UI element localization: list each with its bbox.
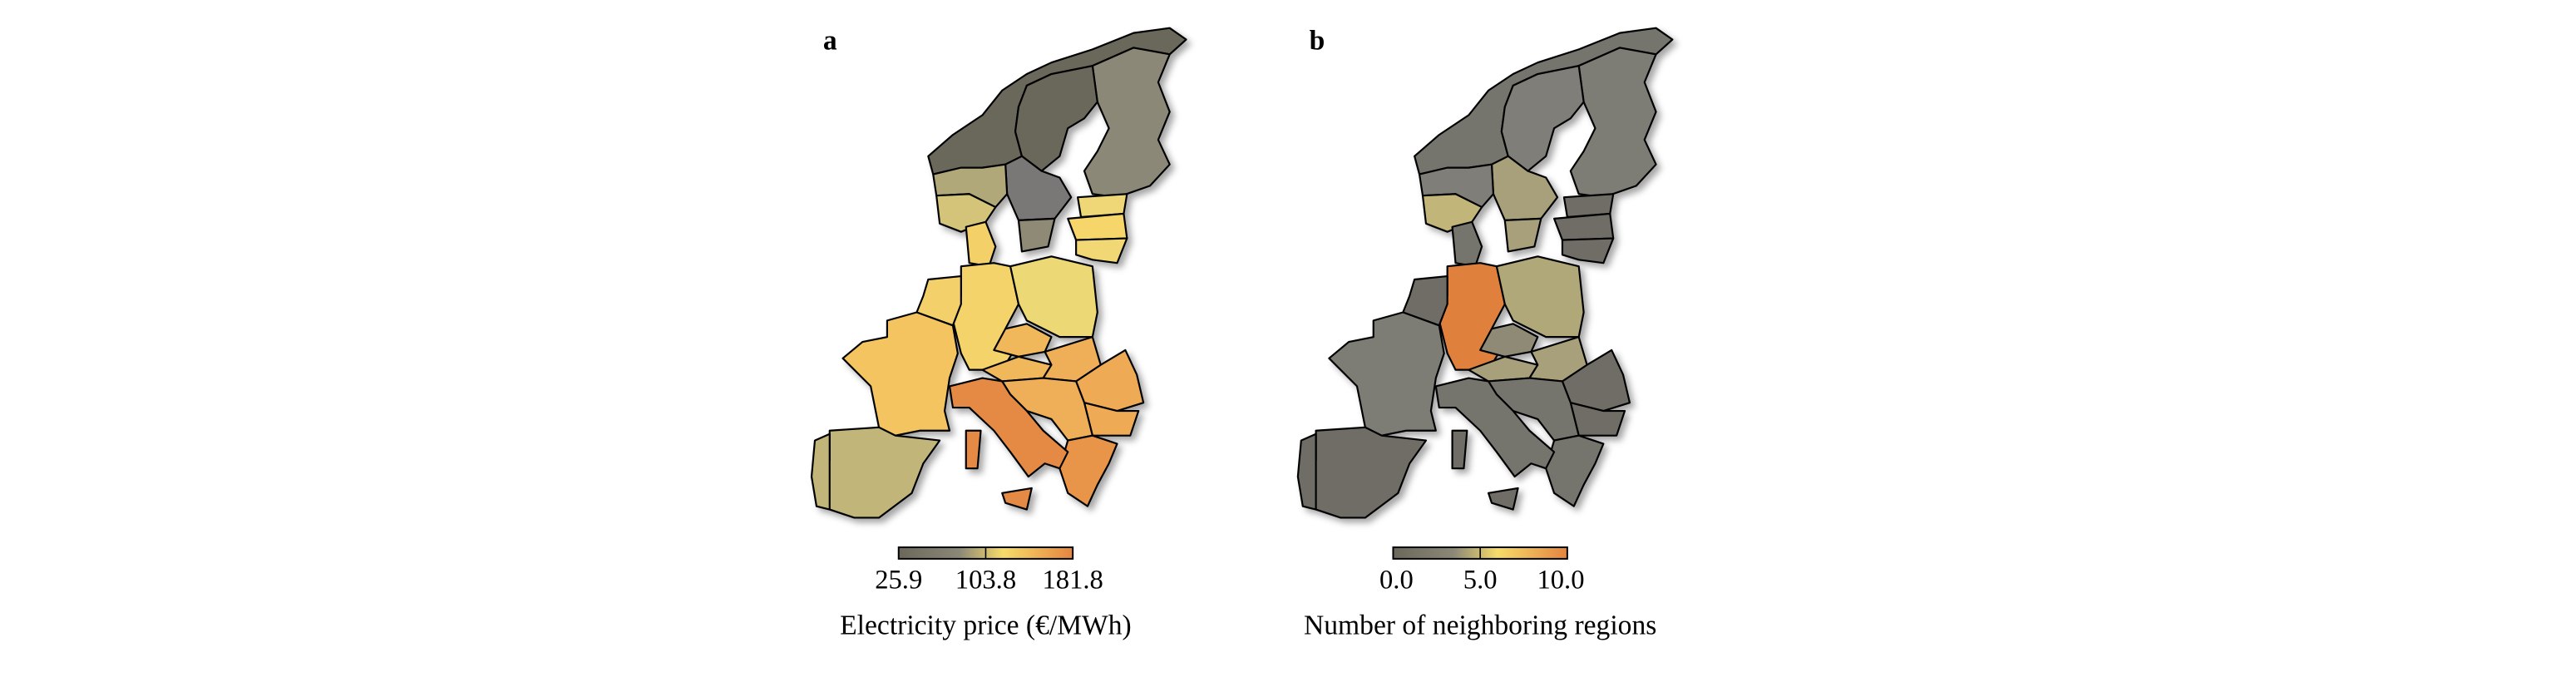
map-electricity-price [810, 27, 1187, 519]
region-sicily [1001, 487, 1033, 511]
region-france [1328, 311, 1445, 437]
region-greece [1545, 434, 1605, 507]
region-sicily [1487, 487, 1519, 511]
colorbar-tick: 181.8 [1043, 565, 1103, 595]
colorbar-tick: 5.0 [1463, 565, 1498, 595]
region-latvia [1067, 212, 1128, 241]
region-sweden-south [1017, 217, 1056, 253]
panel-letter-b: b [1310, 25, 1325, 56]
region-sardinia [965, 429, 982, 470]
region-latvia [1552, 212, 1615, 241]
colorbar-tick: 0.0 [1379, 565, 1414, 595]
region-spain [1306, 426, 1428, 519]
region-spain [820, 426, 941, 519]
region-portugal [810, 432, 831, 511]
panel-a: a 25.9 103.8 181.8 Electricity price (€/… [810, 25, 1187, 641]
colorbar-tick: 103.8 [955, 565, 1016, 595]
colorbar-label: Electricity price (€/MWh) [840, 610, 1132, 641]
colorbar-label: Number of neighboring regions [1304, 610, 1656, 641]
panel-b: b 0.0 5.0 10.0 Number of neighboring reg… [1296, 25, 1674, 641]
region-lithuania [1561, 237, 1615, 264]
region-italy [948, 377, 1069, 478]
region-finland [1083, 47, 1171, 199]
region-sweden-north [1014, 65, 1098, 172]
region-lithuania [1075, 237, 1128, 264]
region-denmark [1451, 220, 1483, 268]
region-greece [1059, 434, 1118, 507]
map-neighboring-regions [1296, 27, 1674, 519]
region-sweden-south [1503, 217, 1542, 253]
region-denmark [965, 220, 997, 268]
region-portugal [1296, 432, 1317, 511]
region-sardinia [1451, 429, 1468, 470]
colorbar-neighboring-regions: 0.0 5.0 10.0 Number of neighboring regio… [1304, 546, 1656, 641]
region-finland [1569, 47, 1657, 199]
colorbar-tick: 25.9 [875, 565, 922, 595]
region-sweden-north [1500, 65, 1585, 172]
colorbar-electricity-price: 25.9 103.8 181.8 Electricity price (€/MW… [840, 546, 1132, 641]
panel-letter-a: a [823, 25, 837, 56]
region-france [841, 311, 959, 437]
colorbar-tick: 10.0 [1537, 565, 1584, 595]
region-italy [1434, 377, 1556, 478]
